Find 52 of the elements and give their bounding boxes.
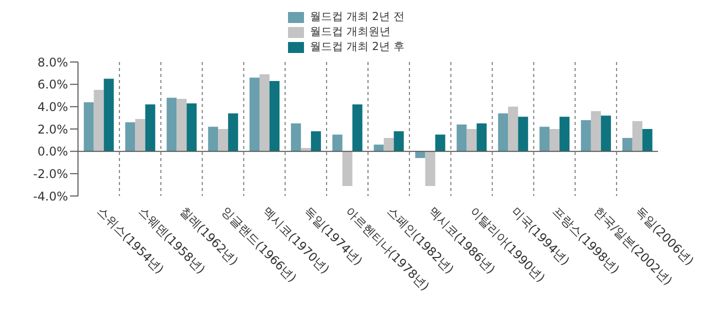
- bar: [600, 116, 611, 152]
- bar: [384, 138, 394, 152]
- bar: [104, 78, 114, 152]
- bar: [332, 134, 342, 152]
- bar: [435, 134, 446, 152]
- bar: [466, 129, 477, 152]
- bar: [218, 129, 228, 152]
- bar: [476, 123, 487, 152]
- legend-label: 월드컵 개최 2년 후: [310, 40, 404, 54]
- bar: [632, 121, 642, 152]
- bar: [374, 144, 384, 152]
- bar: [342, 151, 352, 186]
- bar: [228, 113, 238, 152]
- bar: [145, 104, 156, 152]
- bar: [260, 74, 270, 152]
- bar: [560, 116, 570, 152]
- bar: [425, 151, 436, 186]
- bar: [166, 98, 177, 152]
- bar: [456, 124, 467, 152]
- bar: [352, 104, 362, 152]
- bar: [642, 129, 652, 152]
- bar: [415, 151, 426, 158]
- bar: [208, 126, 218, 152]
- bar: [176, 98, 187, 152]
- bar: [270, 80, 280, 152]
- y-tick-label: 4.0%: [38, 100, 68, 114]
- bar: [580, 120, 591, 152]
- bar: [540, 126, 550, 152]
- bar: [250, 78, 260, 152]
- y-tick-label: 2.0%: [38, 122, 68, 136]
- bar: [590, 111, 601, 152]
- bar: [290, 123, 301, 152]
- bar: [125, 122, 136, 152]
- bar: [94, 90, 104, 152]
- legend-label: 월드컵 개최원년: [310, 25, 390, 39]
- y-tick-label: 6.0%: [38, 78, 68, 92]
- bar: [518, 116, 528, 152]
- bar: [186, 103, 197, 152]
- bar: [310, 131, 321, 152]
- y-tick-label: -2.0%: [33, 166, 68, 181]
- bar: [508, 106, 518, 152]
- bar: [498, 113, 508, 152]
- bar: [135, 118, 146, 152]
- bar: [300, 148, 311, 152]
- bar: [622, 138, 632, 152]
- bar: [84, 102, 94, 152]
- y-tick-label: -4.0%: [33, 189, 68, 204]
- bar: [394, 131, 404, 152]
- y-tick-label: 8.0%: [38, 55, 68, 70]
- y-tick-label: 0.0%: [38, 144, 68, 159]
- bar: [550, 129, 560, 152]
- legend-label: 월드컵 개최 2년 전: [310, 10, 404, 24]
